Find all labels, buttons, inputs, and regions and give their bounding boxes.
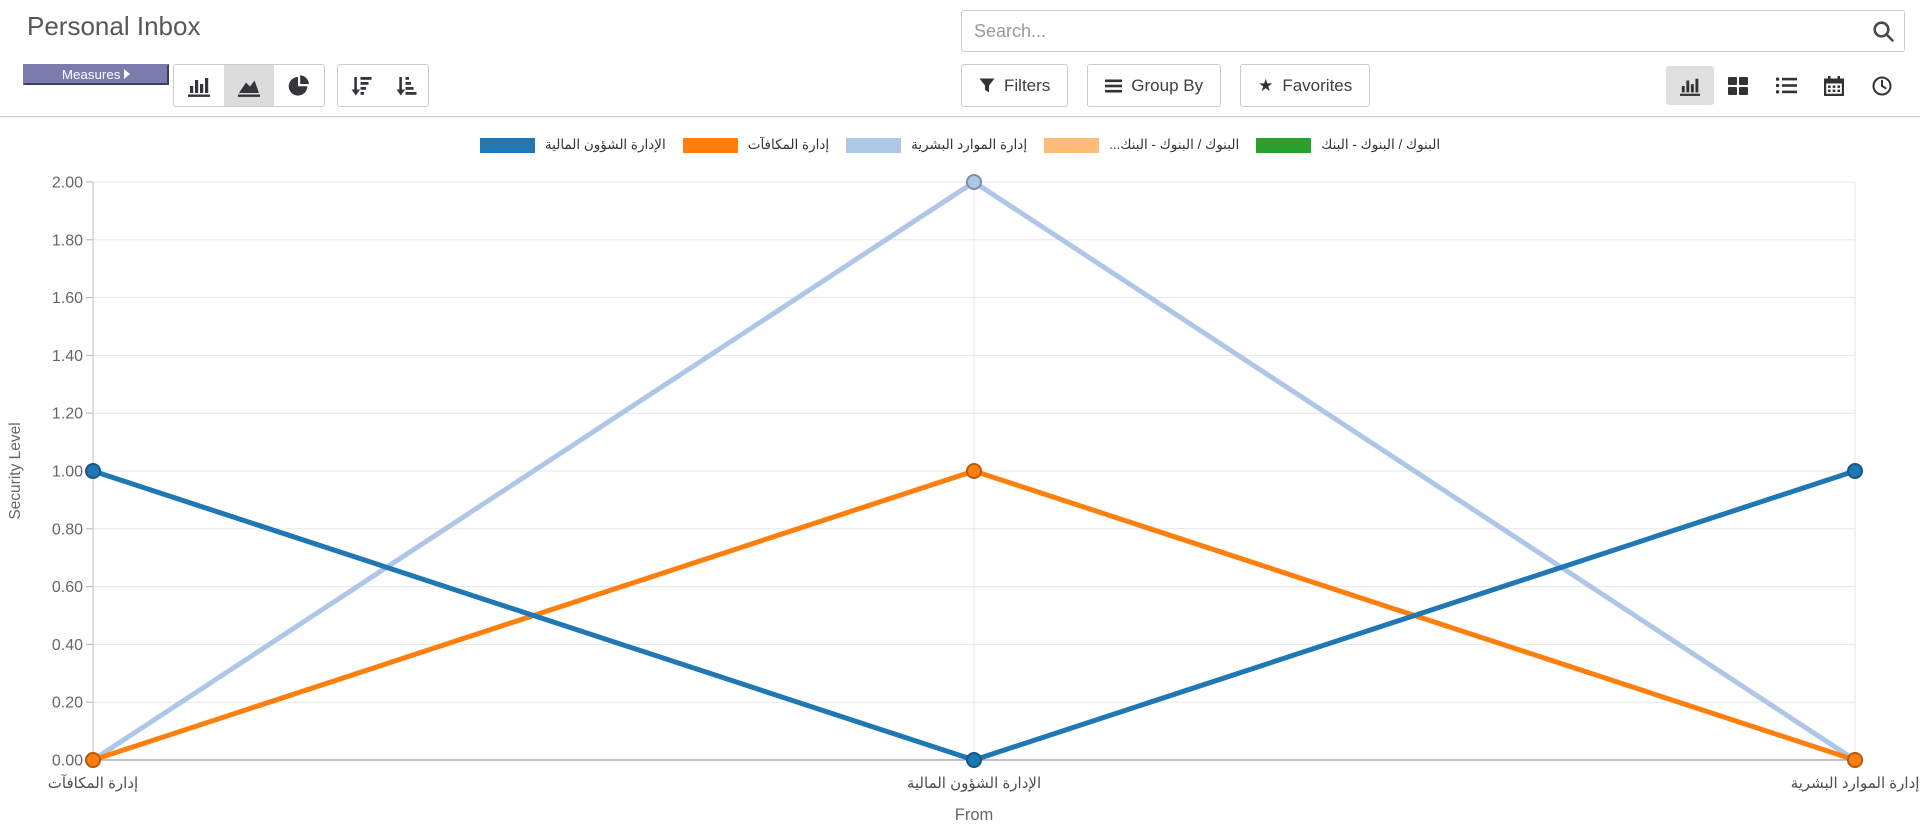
favorites-label: Favorites — [1282, 75, 1353, 95]
filters-button[interactable]: Filters — [961, 64, 1069, 107]
legend-label: البنوك / البنوك - البنك — [1321, 137, 1441, 152]
data-point[interactable] — [1847, 463, 1863, 479]
filters-label: Filters — [1004, 75, 1051, 95]
y-axis-title: Security Level — [7, 422, 24, 519]
y-tick-label: 0.80 — [52, 521, 83, 538]
bars-icon — [1105, 79, 1123, 93]
x-category-label: إدارة الموارد البشرية — [1791, 775, 1920, 792]
sort-descending-icon[interactable] — [338, 65, 383, 106]
search-box — [961, 10, 1905, 52]
x-category-label: إدارة المكافآت — [48, 774, 138, 792]
control-panel: Personal Inbox Measures — [0, 0, 1920, 117]
caret-right-icon — [124, 69, 131, 79]
legend-item[interactable]: البنوك / البنوك - البنك... — [1044, 137, 1239, 153]
measures-label: Measures — [61, 67, 121, 82]
legend-swatch — [1044, 137, 1100, 153]
data-point[interactable] — [85, 463, 101, 479]
legend-label: الإدارة الشؤون المالية — [544, 137, 666, 152]
activity-clock-icon[interactable] — [1858, 66, 1906, 105]
y-tick-label: 0.20 — [52, 695, 83, 712]
y-tick-label: 1.40 — [52, 348, 83, 365]
legend-swatch — [479, 137, 535, 153]
view-switcher — [1666, 66, 1906, 105]
chart-legend: الإدارة الشؤون المالية إدارة المكافآت إدار… — [0, 137, 1920, 153]
calendar-view-icon[interactable] — [1810, 66, 1858, 105]
legend-label: إدارة الموارد البشرية — [911, 137, 1028, 152]
y-tick-label: 1.80 — [52, 232, 83, 249]
legend-item[interactable]: الإدارة الشؤون المالية — [479, 137, 666, 153]
legend-item[interactable]: إدارة الموارد البشرية — [846, 137, 1027, 153]
sort-ascending-icon[interactable] — [383, 65, 428, 106]
y-tick-label: 0.00 — [52, 753, 83, 770]
search-facet-buttons: Filters Group By ★ Favorites — [961, 64, 1389, 107]
favorites-button[interactable]: ★ Favorites — [1240, 64, 1371, 107]
legend-label: إدارة المكافآت — [747, 137, 830, 152]
search-input[interactable] — [962, 20, 1862, 42]
y-tick-label: 1.60 — [52, 290, 83, 307]
x-category-label: الإدارة الشؤون المالية — [907, 775, 1041, 792]
y-tick-label: 0.40 — [52, 637, 83, 654]
sort-group — [337, 64, 429, 107]
legend-item[interactable]: إدارة المكافآت — [682, 137, 830, 153]
filter-funnel-icon — [979, 78, 995, 93]
list-view-icon[interactable] — [1762, 66, 1810, 105]
y-tick-label: 2.00 — [52, 175, 83, 192]
data-point[interactable] — [85, 752, 101, 768]
chart-type-group — [173, 64, 325, 107]
data-point[interactable] — [966, 463, 982, 479]
star-icon: ★ — [1258, 76, 1274, 95]
legend-swatch — [846, 137, 902, 153]
data-point[interactable] — [966, 752, 982, 768]
page-title: Personal Inbox — [27, 11, 201, 41]
data-point[interactable] — [966, 174, 982, 190]
legend-label: البنوك / البنوك - البنك... — [1109, 137, 1240, 152]
y-tick-label: 1.00 — [52, 464, 83, 481]
area-chart-icon[interactable] — [224, 65, 274, 106]
bar-chart-icon[interactable] — [174, 65, 224, 106]
y-tick-label: 1.20 — [52, 406, 83, 423]
group-by-button[interactable]: Group By — [1087, 64, 1222, 107]
legend-swatch — [682, 137, 738, 153]
kanban-view-icon[interactable] — [1714, 66, 1762, 105]
x-axis-title: From — [955, 806, 994, 824]
legend-item[interactable]: البنوك / البنوك - البنك — [1256, 137, 1440, 153]
graph-view-icon[interactable] — [1666, 66, 1714, 105]
group-by-label: Group By — [1131, 75, 1204, 95]
search-icon[interactable] — [1862, 20, 1904, 43]
pie-chart-icon[interactable] — [274, 65, 324, 106]
data-point[interactable] — [1847, 752, 1863, 768]
legend-swatch — [1256, 137, 1312, 153]
measures-button[interactable]: Measures — [23, 64, 169, 85]
y-tick-label: 0.60 — [52, 579, 83, 596]
